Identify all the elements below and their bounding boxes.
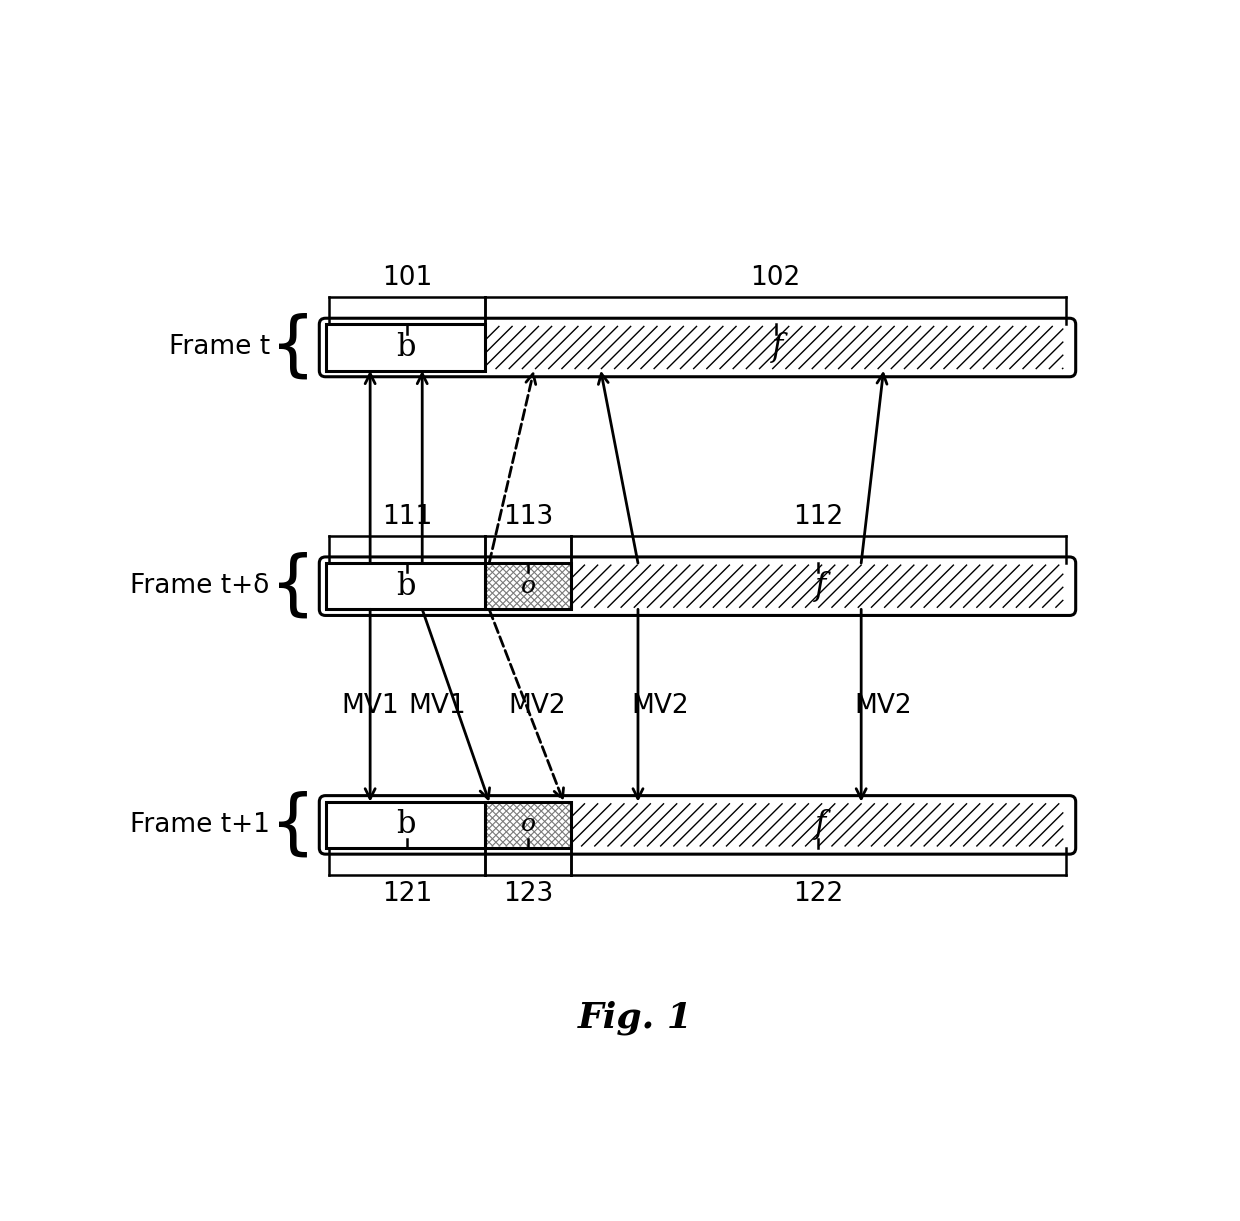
Bar bbox=[326, 802, 486, 849]
Text: MV2: MV2 bbox=[508, 692, 567, 718]
Text: 102: 102 bbox=[750, 265, 801, 292]
Text: b: b bbox=[396, 570, 415, 602]
Bar bbox=[326, 563, 486, 609]
Text: b: b bbox=[396, 332, 415, 363]
Text: 123: 123 bbox=[503, 882, 553, 907]
Text: Frame t: Frame t bbox=[169, 335, 270, 360]
FancyBboxPatch shape bbox=[320, 557, 1076, 615]
Bar bbox=[326, 325, 486, 371]
Text: MV1: MV1 bbox=[341, 692, 399, 718]
Text: Frame t+δ: Frame t+δ bbox=[130, 573, 270, 600]
Text: {: { bbox=[270, 313, 316, 382]
Text: {: { bbox=[270, 552, 316, 620]
Text: Fig. 1: Fig. 1 bbox=[578, 1000, 693, 1034]
Text: 112: 112 bbox=[794, 504, 843, 530]
Text: 113: 113 bbox=[503, 504, 553, 530]
Text: o: o bbox=[521, 575, 536, 598]
Text: 122: 122 bbox=[794, 882, 843, 907]
Text: MV2: MV2 bbox=[631, 692, 689, 718]
Text: f: f bbox=[815, 570, 826, 602]
Text: MV2: MV2 bbox=[854, 692, 913, 718]
Text: o: o bbox=[521, 813, 536, 836]
Bar bbox=[486, 802, 570, 849]
Text: {: { bbox=[270, 790, 316, 860]
Text: f: f bbox=[815, 810, 826, 840]
Bar bbox=[486, 563, 570, 609]
Text: f: f bbox=[771, 332, 784, 363]
FancyBboxPatch shape bbox=[320, 319, 1076, 377]
Text: 101: 101 bbox=[382, 265, 433, 292]
Text: 121: 121 bbox=[382, 882, 433, 907]
Text: b: b bbox=[396, 810, 415, 840]
Text: MV1: MV1 bbox=[408, 692, 466, 718]
Text: 111: 111 bbox=[382, 504, 433, 530]
Text: Frame t+1: Frame t+1 bbox=[130, 812, 270, 838]
FancyBboxPatch shape bbox=[320, 796, 1076, 855]
